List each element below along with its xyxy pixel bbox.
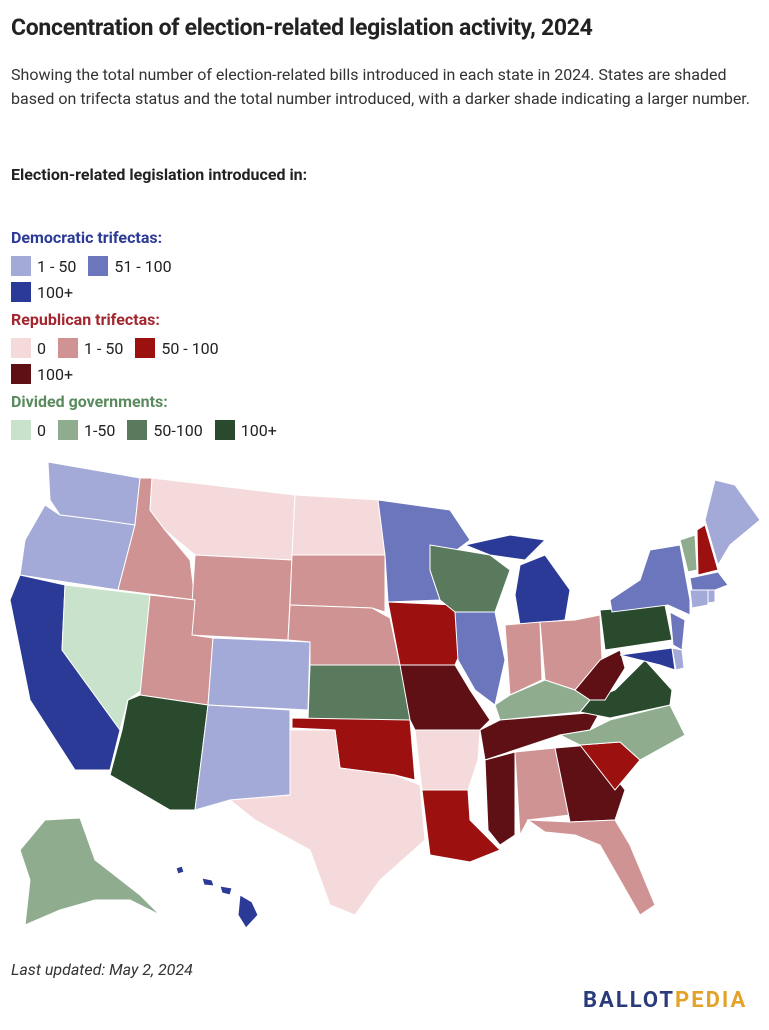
- logo-part: PEDIA: [675, 988, 748, 1013]
- swatch: [11, 420, 31, 440]
- legend-row: 1 - 50 51 - 100: [11, 256, 172, 276]
- state: [463, 534, 547, 561]
- legend-group-title: Democratic trifectas:: [11, 228, 163, 247]
- state: [609, 544, 691, 616]
- legend-item: 0: [11, 338, 46, 358]
- state: [689, 589, 709, 609]
- swatch: [11, 364, 31, 384]
- legend-item: 0: [11, 420, 46, 440]
- state: [207, 637, 311, 711]
- swatch: [58, 420, 78, 440]
- state: [574, 649, 626, 701]
- logo-part: BALLOT: [583, 988, 676, 1013]
- state: [291, 494, 386, 556]
- legend-item: 50-100: [127, 420, 203, 440]
- state: [704, 479, 761, 567]
- legend-label: 1 - 50: [37, 256, 77, 276]
- title: Concentration of election-related legisl…: [11, 14, 593, 41]
- state: [696, 524, 719, 576]
- state: [201, 877, 215, 887]
- legend-group-title: Republican trifectas:: [11, 310, 160, 329]
- legend-item: 1-50: [58, 420, 115, 440]
- legend-row: 0 1 - 50 50 - 100: [11, 338, 219, 358]
- state: [679, 534, 698, 573]
- state: [194, 704, 291, 811]
- state: [484, 751, 516, 846]
- swatch: [135, 338, 156, 358]
- legend-label: 100+: [37, 282, 74, 302]
- state: [599, 604, 673, 651]
- legend-group-title: Divided governments:: [11, 392, 168, 411]
- swatch: [127, 420, 148, 440]
- swatch: [11, 282, 31, 302]
- swatch: [58, 338, 78, 358]
- state: [526, 819, 656, 916]
- state: [514, 554, 571, 626]
- state: [175, 865, 185, 875]
- state: [228, 729, 426, 916]
- last-updated: Last updated: May 2, 2024: [11, 960, 193, 979]
- legend-label: 1 - 50: [84, 338, 124, 358]
- swatch: [11, 256, 31, 276]
- state: [671, 647, 685, 671]
- legend-item: 51 - 100: [88, 256, 172, 276]
- legend-item: 100+: [214, 420, 277, 440]
- state: [514, 747, 571, 837]
- state: [307, 664, 411, 721]
- legend-item: 100+: [11, 282, 73, 302]
- state: [399, 664, 491, 731]
- state: [289, 554, 386, 613]
- legend-row: 0 1-50 50-100 100+: [11, 420, 277, 440]
- legend-item: 100+: [11, 364, 73, 384]
- states: [9, 461, 761, 929]
- swatch: [88, 256, 109, 276]
- legend-label: 0: [37, 338, 46, 358]
- subtitle: Showing the total number of election-rel…: [11, 65, 750, 108]
- legend-label: 1-50: [84, 420, 116, 440]
- state: [707, 589, 716, 604]
- state: [189, 554, 293, 641]
- state: [558, 704, 686, 761]
- state: [669, 611, 686, 651]
- swatch: [214, 420, 235, 440]
- swatch: [11, 338, 31, 358]
- legend-label: 100+: [37, 364, 74, 384]
- legend-row: 100+: [11, 364, 73, 384]
- state: [689, 571, 729, 591]
- legend-row: 100+: [11, 282, 73, 302]
- legend-label: 51 - 100: [114, 256, 172, 276]
- us-map: [9, 461, 761, 929]
- legend-heading: Election-related legislation introduced …: [11, 165, 308, 184]
- legend-label: 0: [37, 420, 46, 440]
- legend-label: 50-100: [153, 420, 203, 440]
- legend-label: 100+: [240, 420, 277, 440]
- legend-item: 1 - 50: [11, 256, 76, 276]
- state: [421, 789, 501, 863]
- legend-item: 50 - 100: [135, 338, 219, 358]
- state: [504, 621, 543, 696]
- logo: BALLOTPEDIA: [583, 988, 747, 1013]
- state: [414, 729, 481, 791]
- state: [237, 894, 259, 929]
- state: [219, 885, 233, 896]
- state: [619, 647, 676, 671]
- legend-label: 50 - 100: [161, 338, 219, 358]
- legend-item: 1 - 50: [58, 338, 123, 358]
- state: [19, 817, 161, 926]
